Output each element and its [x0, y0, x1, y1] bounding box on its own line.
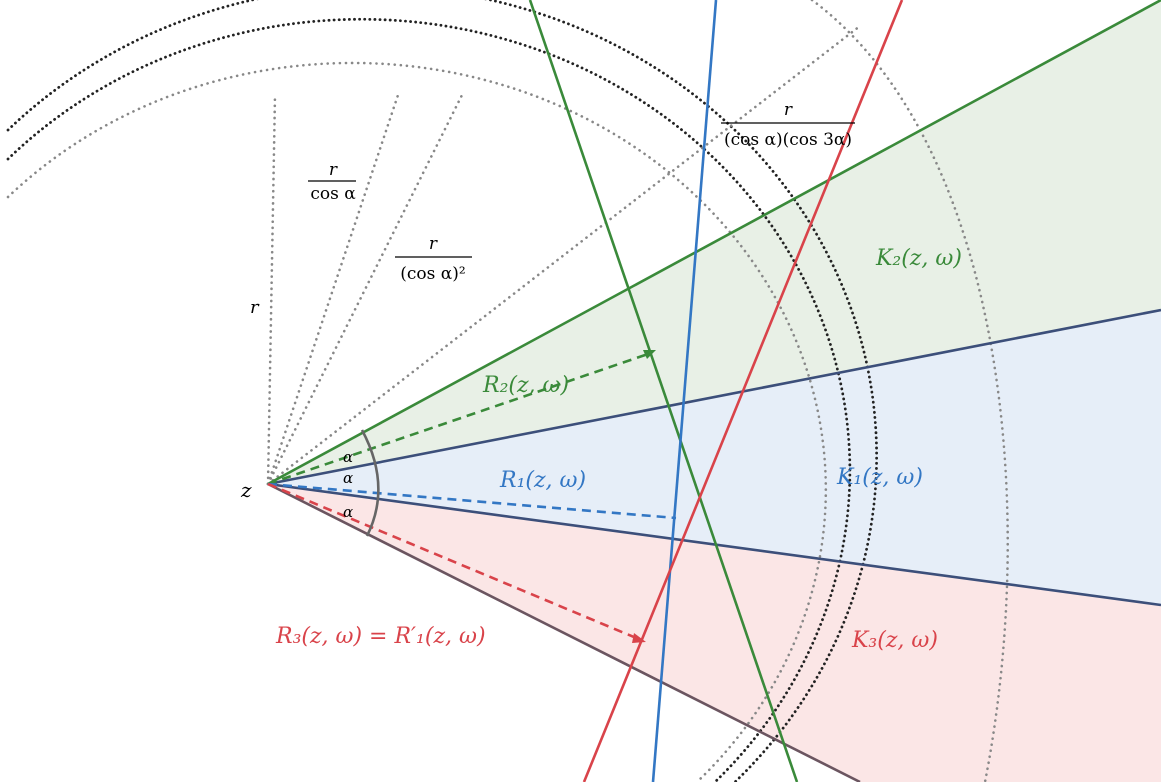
label-frac-r-cos: r cos α [308, 160, 356, 204]
label-r2: R₂(z, ω) [482, 373, 569, 398]
svg-text:cos α: cos α [310, 184, 356, 204]
ray-r3-red [267, 482, 642, 642]
boundary-mid-upper [267, 308, 1161, 486]
ray-r2-arrowhead [643, 350, 656, 359]
label-k2: K₂(z, ω) [875, 246, 962, 271]
svg-text:r: r [429, 234, 438, 254]
boundary-mid-lower [267, 482, 1161, 607]
label-r3: R₃(z, ω) = R′₁(z, ω) [275, 624, 486, 649]
radius-r-cos [266, 93, 400, 486]
ray-r2-green [267, 351, 652, 486]
label-alpha-1: α [343, 448, 353, 466]
angle-arc [360, 429, 380, 537]
radius-r-cos2 [266, 93, 464, 486]
label-alpha-2: α [343, 469, 353, 487]
label-z: z [240, 478, 252, 502]
ray-r1-blue [267, 482, 677, 520]
green-crossing-line [528, 0, 799, 782]
svg-text:(cos α)²: (cos α)² [400, 264, 465, 284]
label-r: r [250, 297, 260, 318]
svg-text:r: r [784, 100, 793, 120]
label-k3: K₃(z, ω) [851, 628, 938, 653]
label-frac-r-cos-cos3: r (cos α)(cos 3α) [721, 100, 855, 150]
label-frac-r-cos2: r (cos α)² [395, 234, 472, 284]
label-alpha-3: α [343, 503, 353, 521]
circle-r-arc [6, 61, 828, 782]
boundary-lower-red [267, 482, 861, 782]
k1-sector-fill [268, 310, 1161, 605]
svg-text:r: r [329, 160, 338, 180]
circle-r-cos-cos3-arc [810, 0, 1010, 782]
radius-r [266, 93, 277, 486]
blue-crossing-line [651, 0, 718, 782]
label-k1: K₁(z, ω) [836, 465, 923, 490]
red-crossing-line [582, 0, 904, 782]
svg-text:(cos α)(cos 3α): (cos α)(cos 3α) [724, 130, 852, 150]
boundary-upper-green [267, 0, 1161, 486]
k3-sector-fill [268, 484, 1161, 782]
label-r1: R₁(z, ω) [499, 468, 586, 493]
